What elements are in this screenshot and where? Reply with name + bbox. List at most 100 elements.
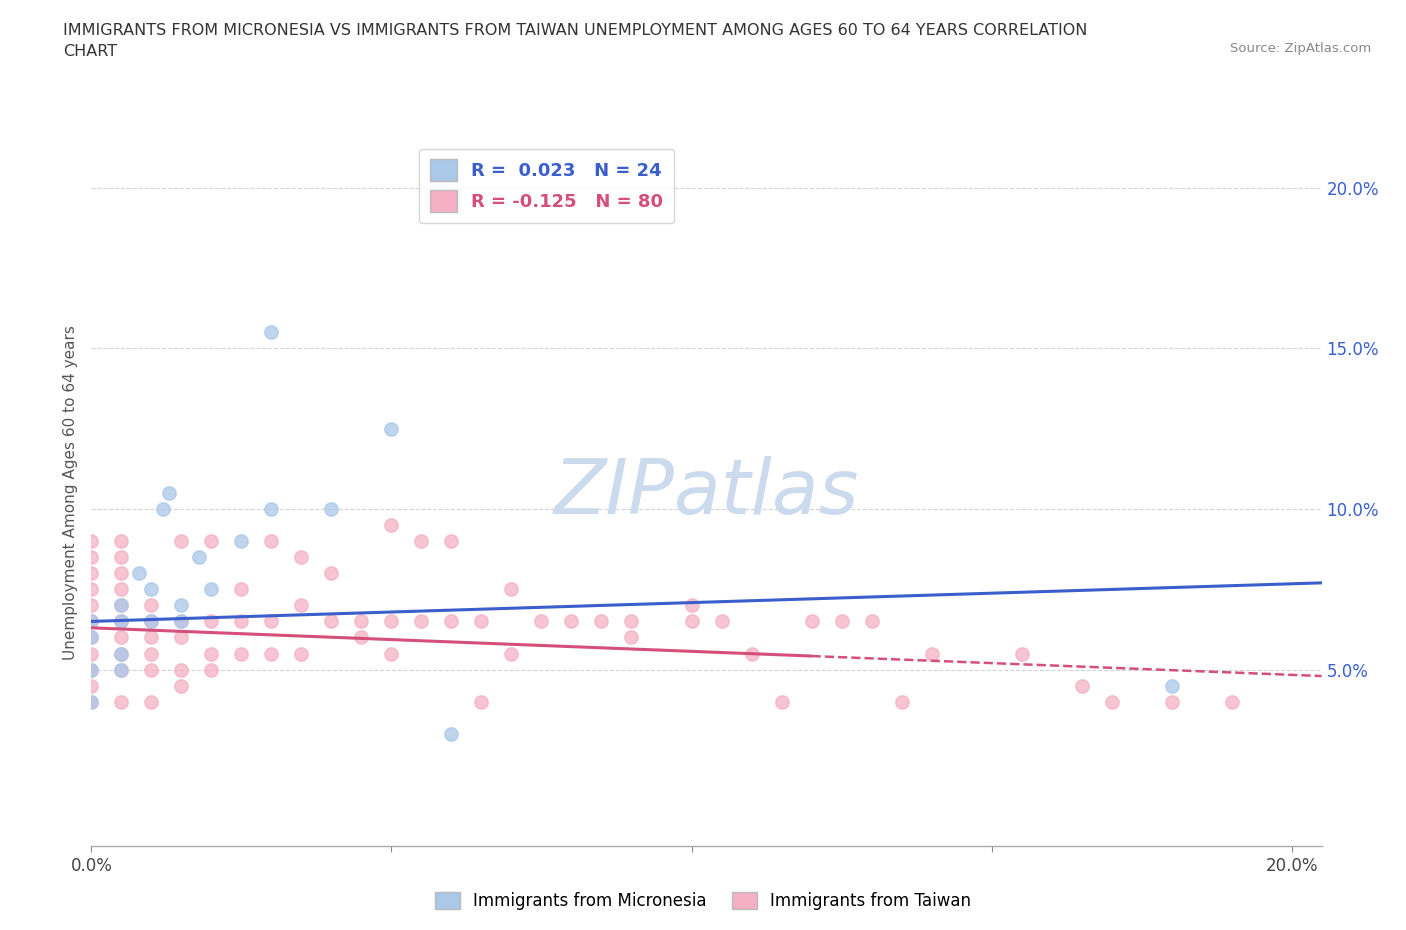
- Point: [80, 662, 103, 677]
- Point: [501, 582, 523, 597]
- Point: [110, 565, 132, 580]
- Point: [152, 501, 174, 516]
- Point: [80, 695, 103, 710]
- Text: IMMIGRANTS FROM MICRONESIA VS IMMIGRANTS FROM TAIWAN UNEMPLOYMENT AMONG AGES 60 : IMMIGRANTS FROM MICRONESIA VS IMMIGRANTS…: [63, 23, 1088, 60]
- Point: [560, 614, 582, 629]
- Y-axis label: Unemployment Among Ages 60 to 64 years: Unemployment Among Ages 60 to 64 years: [62, 326, 77, 660]
- Point: [80, 534, 103, 549]
- Point: [321, 614, 343, 629]
- Point: [440, 726, 463, 741]
- Point: [770, 695, 793, 710]
- Point: [200, 614, 222, 629]
- Point: [110, 646, 132, 661]
- Point: [501, 646, 523, 661]
- Point: [290, 550, 312, 565]
- Point: [200, 582, 222, 597]
- Text: ZIPatlas: ZIPatlas: [554, 456, 859, 530]
- Point: [260, 646, 283, 661]
- Point: [321, 565, 343, 580]
- Legend: Immigrants from Micronesia, Immigrants from Taiwan: Immigrants from Micronesia, Immigrants f…: [429, 885, 977, 917]
- Point: [188, 550, 211, 565]
- Point: [141, 614, 163, 629]
- Point: [1011, 646, 1033, 661]
- Point: [260, 501, 283, 516]
- Point: [80, 614, 103, 629]
- Point: [141, 646, 163, 661]
- Point: [710, 614, 733, 629]
- Point: [110, 662, 132, 677]
- Point: [200, 646, 222, 661]
- Point: [110, 646, 132, 661]
- Point: [170, 598, 193, 613]
- Point: [591, 614, 613, 629]
- Point: [110, 662, 132, 677]
- Point: [170, 678, 193, 693]
- Point: [921, 646, 943, 661]
- Point: [110, 598, 132, 613]
- Point: [620, 614, 643, 629]
- Point: [141, 630, 163, 644]
- Point: [350, 614, 373, 629]
- Point: [440, 614, 463, 629]
- Point: [141, 582, 163, 597]
- Point: [200, 534, 222, 549]
- Point: [681, 614, 703, 629]
- Point: [170, 614, 193, 629]
- Point: [141, 614, 163, 629]
- Legend: R =  0.023   N = 24, R = -0.125   N = 80: R = 0.023 N = 24, R = -0.125 N = 80: [419, 149, 675, 223]
- Point: [80, 550, 103, 565]
- Point: [80, 695, 103, 710]
- Point: [321, 501, 343, 516]
- Point: [141, 695, 163, 710]
- Point: [80, 646, 103, 661]
- Point: [260, 534, 283, 549]
- Point: [170, 534, 193, 549]
- Point: [110, 550, 132, 565]
- Point: [800, 614, 823, 629]
- Point: [530, 614, 553, 629]
- Point: [290, 598, 312, 613]
- Point: [80, 582, 103, 597]
- Point: [231, 534, 253, 549]
- Point: [411, 614, 433, 629]
- Point: [80, 630, 103, 644]
- Point: [231, 646, 253, 661]
- Point: [380, 518, 402, 533]
- Point: [380, 614, 402, 629]
- Point: [380, 646, 402, 661]
- Point: [260, 325, 283, 339]
- Point: [470, 695, 492, 710]
- Point: [80, 614, 103, 629]
- Point: [681, 598, 703, 613]
- Point: [350, 630, 373, 644]
- Point: [110, 534, 132, 549]
- Point: [411, 534, 433, 549]
- Point: [128, 565, 150, 580]
- Point: [200, 662, 222, 677]
- Point: [1220, 695, 1243, 710]
- Point: [170, 614, 193, 629]
- Point: [260, 614, 283, 629]
- Point: [1160, 695, 1182, 710]
- Point: [110, 582, 132, 597]
- Point: [157, 485, 180, 500]
- Point: [231, 614, 253, 629]
- Point: [80, 678, 103, 693]
- Point: [80, 630, 103, 644]
- Point: [290, 646, 312, 661]
- Point: [890, 695, 912, 710]
- Point: [141, 598, 163, 613]
- Point: [141, 662, 163, 677]
- Point: [170, 662, 193, 677]
- Point: [741, 646, 763, 661]
- Point: [231, 582, 253, 597]
- Point: [170, 630, 193, 644]
- Point: [110, 614, 132, 629]
- Point: [110, 598, 132, 613]
- Text: Source: ZipAtlas.com: Source: ZipAtlas.com: [1230, 42, 1371, 55]
- Point: [1070, 678, 1092, 693]
- Point: [620, 630, 643, 644]
- Point: [470, 614, 492, 629]
- Point: [80, 565, 103, 580]
- Point: [380, 421, 402, 436]
